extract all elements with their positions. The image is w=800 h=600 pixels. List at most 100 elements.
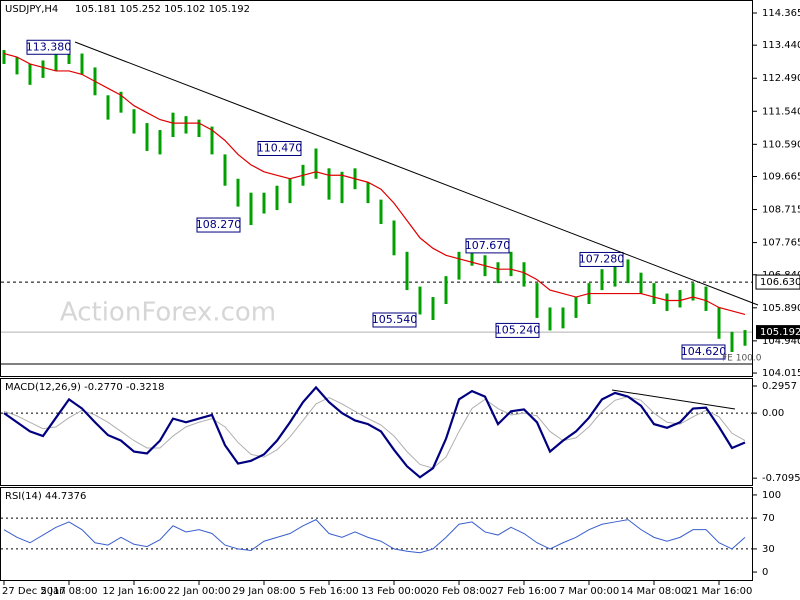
y-tick-label: 109.665: [762, 171, 800, 182]
price-bar: [106, 95, 110, 120]
x-tick-label: 14 Mar 08:00: [621, 586, 688, 597]
annotation-label: 107.280: [579, 252, 625, 265]
annotation-label: 113.380: [26, 40, 72, 53]
x-tick-label: 29 Jan 08:00: [232, 586, 295, 597]
fe-note: FE 100.0: [722, 354, 762, 364]
price-bar: [665, 293, 669, 311]
price-bar: [197, 119, 201, 138]
x-tick-label: 5 Jan 08:00: [41, 586, 98, 597]
moving-average: [3, 52, 746, 316]
price-bar: [678, 290, 682, 308]
watermark: ActionForex.com: [60, 298, 276, 328]
price-bar: [574, 297, 578, 318]
annotation-box: [681, 344, 726, 360]
y-tick-label: 105.890: [762, 303, 800, 314]
macd-panel-frame: [0, 378, 753, 486]
y-tick-label: 30: [762, 544, 775, 555]
y-tick-label: 111.540: [762, 106, 800, 117]
x-tick-label: 7 Mar 00:00: [559, 586, 619, 597]
price-bar: [54, 53, 58, 71]
x-tick-label: 27 Feb 16:00: [491, 586, 557, 597]
price-bar: [145, 123, 149, 151]
x-tick-label: 20 Feb 08:00: [426, 586, 492, 597]
y-tick-label: 0.2957: [762, 381, 797, 392]
price-bar: [158, 130, 162, 155]
price-bar: [366, 182, 370, 204]
price-bar: [80, 53, 84, 75]
price-bar: [340, 171, 344, 204]
last-price-box: [756, 325, 800, 340]
price-bar: [223, 154, 227, 186]
y-tick-label: 108.715: [762, 205, 800, 216]
panel-title: RSI(14) 44.7376: [5, 491, 86, 502]
annotation-label: 105.540: [372, 313, 418, 326]
price-bar: [210, 126, 214, 155]
price-bar: [496, 262, 500, 284]
rsi-panel-frame: [0, 487, 753, 581]
price-bar: [470, 245, 474, 266]
x-tick-label: 27 Dec 2017: [2, 586, 66, 597]
panel-title: MACD(12,26,9) -0.2770 -0.3218: [5, 382, 165, 393]
annotation-box: [26, 39, 71, 55]
annotation-box: [372, 312, 417, 328]
x-tick-label: 22 Jan 00:00: [167, 586, 230, 597]
indicator-line: [3, 385, 746, 479]
price-bar: [392, 220, 396, 256]
last-price-label: 105.192: [760, 327, 800, 338]
y-tick-label: 0: [762, 567, 768, 578]
annotation-label: 108.270: [196, 218, 242, 231]
price-bar: [730, 331, 734, 352]
price-bar: [119, 91, 123, 113]
signal-line: [3, 396, 746, 469]
divergence-line: [611, 389, 736, 410]
annotation-box: [465, 238, 510, 254]
annotation-box: [196, 217, 241, 233]
price-bar: [262, 192, 266, 214]
price-bar: [535, 283, 539, 318]
price-bar: [717, 307, 721, 339]
level-label: 106.630: [760, 277, 800, 288]
y-tick-label: 100: [762, 490, 781, 501]
y-tick-label: 112.490: [762, 73, 800, 84]
y-tick-label: -0.7095: [762, 473, 800, 484]
trendline: [74, 41, 759, 306]
price-bar: [379, 199, 383, 224]
y-tick-label: 70: [762, 513, 775, 524]
annotation-label: 105.240: [495, 323, 541, 336]
y-tick-label: 104.015: [762, 368, 800, 379]
y-tick-label: 107.765: [762, 238, 800, 249]
price-bar: [639, 272, 643, 294]
annotation-box: [257, 140, 302, 156]
price-bar: [15, 57, 19, 75]
price-bar: [275, 185, 279, 211]
price-bar: [171, 112, 175, 138]
price-bar: [600, 269, 604, 291]
price-bar: [652, 283, 656, 304]
price-bar: [431, 297, 435, 320]
y-tick-label: 110.590: [762, 139, 800, 150]
price-bar: [509, 251, 513, 277]
price-bar: [184, 116, 188, 134]
annotation-label: 107.670: [465, 239, 511, 252]
chart-title: USDJPY,H4: [5, 4, 58, 15]
price-panel-frame: [0, 0, 753, 377]
indicator-line: [3, 519, 746, 554]
x-tick-label: 13 Feb 00:00: [361, 586, 427, 597]
price-bar: [548, 307, 552, 331]
price-bar: [405, 251, 409, 291]
annotation-label: 110.470: [257, 141, 303, 154]
price-bar: [418, 286, 422, 315]
price-bar: [132, 109, 136, 134]
annotation-box: [495, 322, 540, 338]
y-tick-label: 0.00: [762, 408, 784, 419]
price-bar: [691, 283, 695, 301]
annotation-box: [579, 251, 624, 267]
price-bar: [561, 307, 565, 329]
y-tick-label: 113.440: [762, 40, 800, 51]
price-bar: [314, 148, 318, 179]
price-bar: [613, 265, 617, 287]
y-tick-label: 114.365: [762, 8, 800, 19]
y-tick-label: 104.940: [762, 336, 800, 347]
price-bar: [522, 262, 526, 287]
price-bar: [236, 178, 240, 207]
